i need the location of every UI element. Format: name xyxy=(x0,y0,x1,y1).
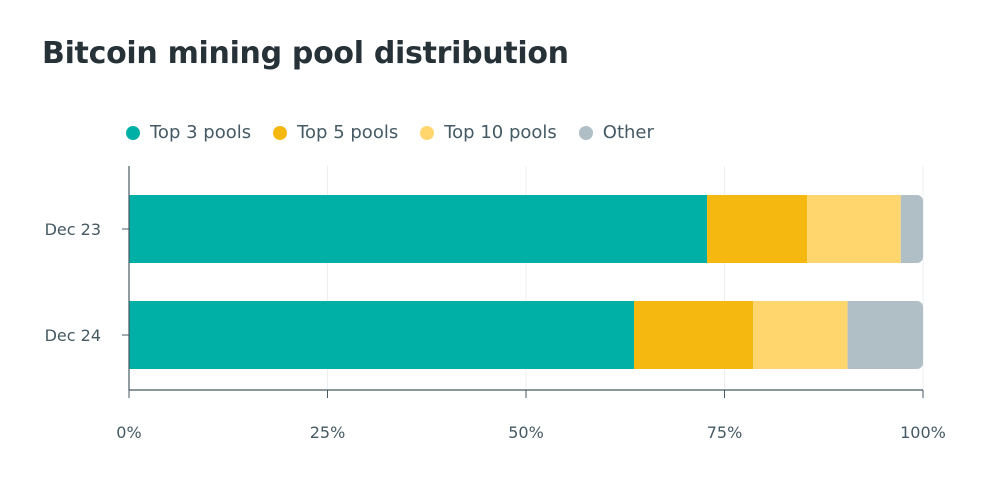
y-tick-label: Dec 23 xyxy=(45,220,101,239)
legend-swatch xyxy=(578,125,593,140)
x-tick-label: 50% xyxy=(508,423,544,442)
x-tick-label: 0% xyxy=(116,423,141,442)
bar-segment-top-10-pools xyxy=(807,195,901,263)
x-tick-label: 75% xyxy=(707,423,743,442)
legend-item-top-3-pools: Top 3 pools xyxy=(126,122,251,143)
legend-item-top-10-pools: Top 10 pools xyxy=(420,122,557,143)
chart-title: Bitcoin mining pool distribution xyxy=(42,36,569,71)
legend-item-top-5-pools: Top 5 pools xyxy=(273,122,398,143)
bar-segment-other xyxy=(847,301,923,369)
legend-swatch xyxy=(126,125,140,140)
legend-swatch xyxy=(420,125,435,140)
bar-segment-top-5-pools xyxy=(633,301,754,369)
chart-legend: Top 3 pools Top 5 pools Top 10 pools Other xyxy=(126,122,676,143)
bar-group-dec-24 xyxy=(129,301,923,369)
legend-label: Other xyxy=(602,122,654,143)
bar-segment-top-3-pools xyxy=(129,301,634,369)
bar-segment-top-3-pools xyxy=(129,195,708,263)
x-tick-label: 25% xyxy=(310,423,346,442)
legend-label: Top 10 pools xyxy=(444,122,557,143)
legend-swatch xyxy=(273,125,288,140)
y-tick-label: Dec 24 xyxy=(45,326,101,345)
legend-item-other: Other xyxy=(578,122,654,143)
x-tick-label: 100% xyxy=(900,423,946,442)
bar-segment-other xyxy=(900,195,923,263)
bar-group-dec-23 xyxy=(129,195,923,263)
bar-segment-top-10-pools xyxy=(753,301,848,369)
legend-label: Top 5 pools xyxy=(297,122,399,143)
legend-label: Top 3 pools xyxy=(150,122,252,143)
bar-segment-top-5-pools xyxy=(707,195,808,263)
